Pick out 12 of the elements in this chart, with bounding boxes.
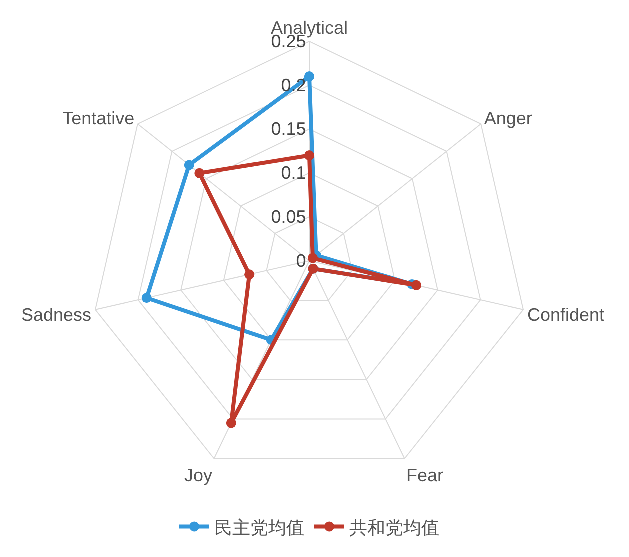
spoke-label: Tentative xyxy=(62,108,135,128)
y-tick-label: 0 xyxy=(296,250,306,271)
y-tick-label: 0.15 xyxy=(271,119,306,140)
spoke-label: Joy xyxy=(184,465,212,486)
spoke-label: Sadness xyxy=(21,304,92,325)
legend-label: 共和党均值 xyxy=(350,518,440,538)
y-tick-label: 0.1 xyxy=(281,163,306,184)
spoke-label: Anger xyxy=(484,108,532,128)
spoke-label: Confident xyxy=(527,304,605,325)
legend-label: 民主党均值 xyxy=(214,518,304,538)
spoke-label: Fear xyxy=(406,465,444,486)
y-tick-label: 0.05 xyxy=(271,206,306,227)
